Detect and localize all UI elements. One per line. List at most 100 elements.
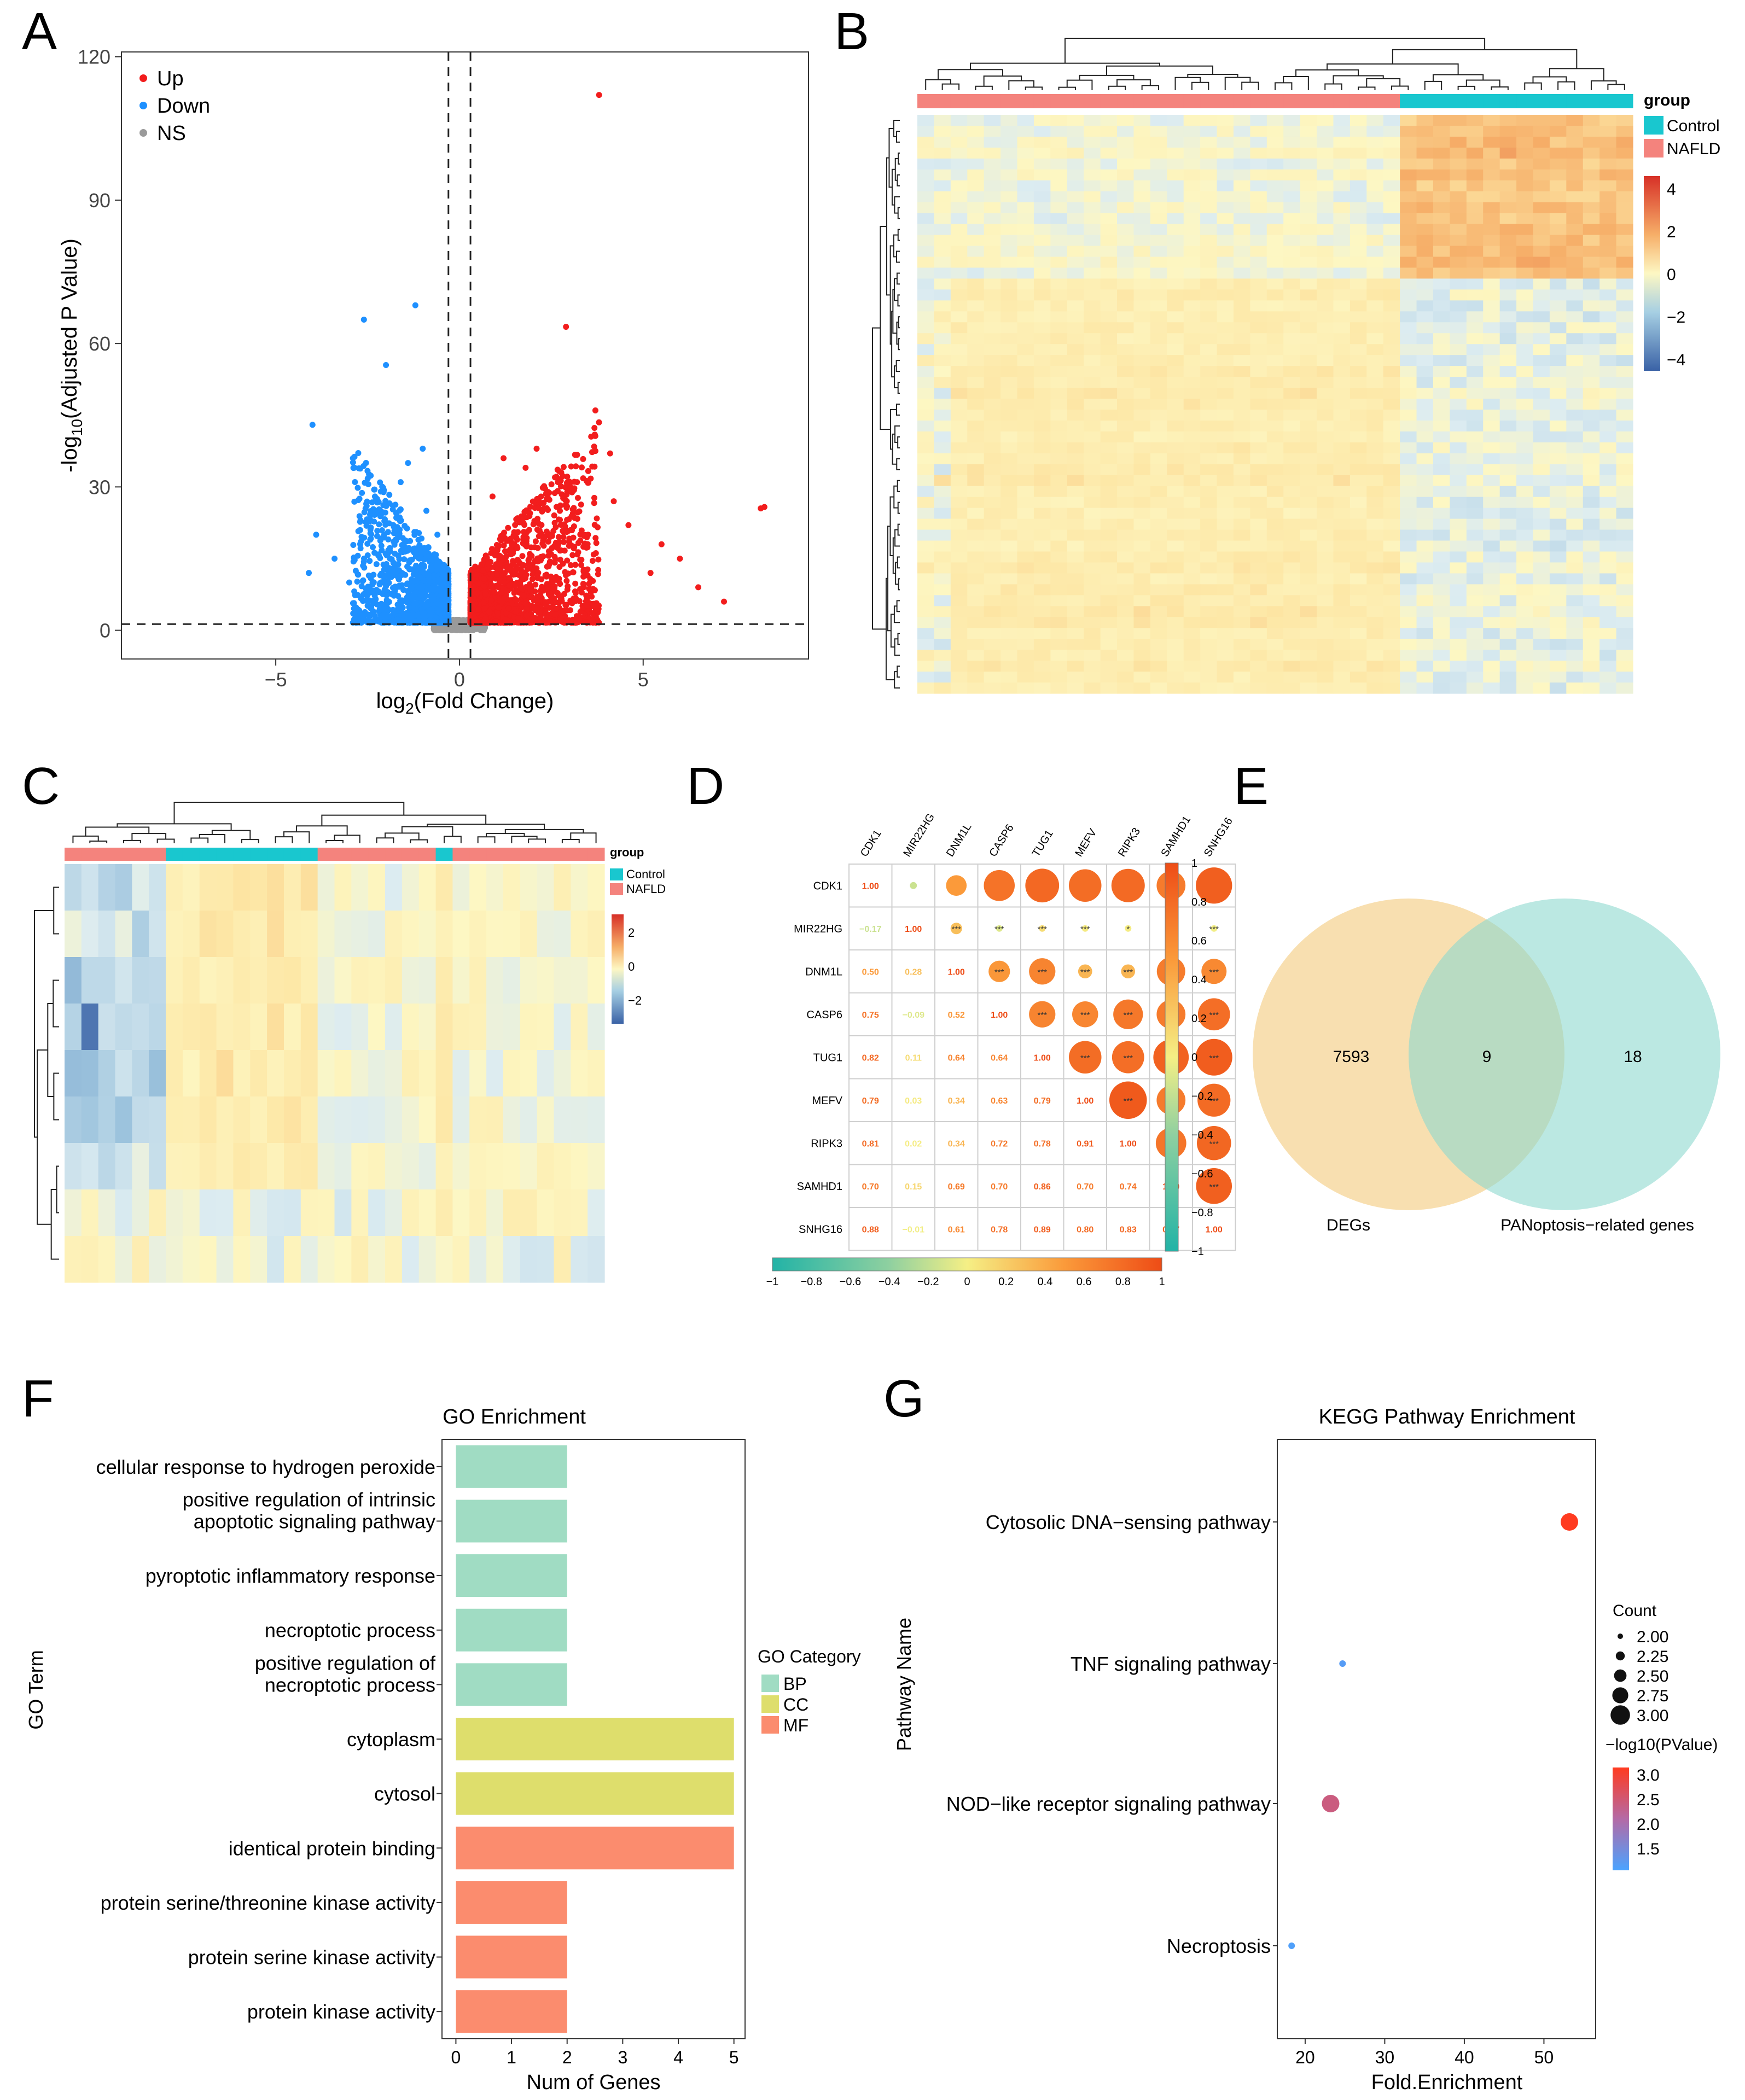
heatmap-cell [1150,169,1167,181]
heatmap-cell [1200,224,1218,236]
data-point [590,603,597,609]
heatmap-cell [1050,147,1068,159]
heatmap-cell [1516,213,1534,225]
heatmap-cell [1183,202,1201,214]
heatmap-cell [1133,235,1151,247]
dendrogram-branch [1424,80,1442,90]
heatmap-cell [1233,169,1250,181]
heatmap-cell [1483,180,1500,192]
heatmap-cell [1050,115,1068,126]
heatmap-cell [1001,115,1018,126]
data-point [721,598,728,605]
heatmap-cell [1150,267,1167,279]
heatmap-cell [1516,147,1534,159]
heatmap-cell [1416,202,1434,214]
heatmap-cell [1050,169,1068,181]
heatmap-cell [1067,202,1084,214]
data-point [588,433,595,440]
heatmap-cell [1483,235,1500,247]
heatmap-cell [1333,136,1351,148]
heatmap-cell [1499,191,1517,203]
heatmap-cell [1533,278,1550,290]
data-point [591,494,597,501]
heatmap-cell [1317,115,1334,126]
heatmap-cell [1067,256,1084,269]
data-point [427,612,434,619]
heatmap-cell [1133,147,1151,159]
y-axis-title: -log10(Adjusted P Value) [57,238,85,472]
heatmap-cell [1200,213,1218,225]
heatmap-cell [1350,267,1367,279]
heatmap-cell [1001,224,1018,236]
heatmap-cell [1050,267,1068,279]
data-point [352,479,358,485]
dendrogram-branch [1549,68,1604,81]
heatmap-cell [1450,267,1467,279]
data-point [536,520,542,527]
heatmap-cell [1516,158,1534,170]
heatmap-cell [1599,191,1617,203]
heatmap-cell [1366,224,1384,236]
heatmap-cell [1566,115,1584,126]
dendrogram-branch [898,338,900,351]
heatmap-cell [984,278,1001,290]
dendrogram-branch [893,234,898,258]
heatmap-cell [1150,158,1167,170]
group-annotation-cell [1067,94,1084,108]
heatmap-cell [1084,136,1101,148]
dendrogram-branch [1108,85,1126,90]
data-point [394,616,400,623]
heatmap-cell [917,125,935,137]
data-point [379,527,385,534]
dendrogram-branch [897,294,900,307]
data-point [521,509,528,515]
heatmap-cell [1566,246,1584,258]
heatmap-cell [1566,158,1584,170]
data-point [574,494,581,501]
group-annotation-cell [1167,94,1184,108]
dendrogram-branch [897,480,900,492]
group-annotation-cell [1533,94,1550,108]
heatmap-cell [1217,136,1234,148]
heatmap-cell [1183,191,1201,203]
heatmap-cell [950,246,968,258]
heatmap-cell [1150,136,1167,148]
heatmap-cell [1333,169,1351,181]
data-point [346,579,352,586]
heatmap-cell [1017,136,1034,148]
heatmap-cell [1084,202,1101,214]
data-point [351,555,357,561]
dendrogram-branch [941,83,960,90]
heatmap-cell [1266,246,1284,258]
data-point [397,479,404,486]
data-point [363,459,369,466]
heatmap-cell [1533,235,1550,247]
heatmap-cell [1183,246,1201,258]
legend-marker [139,129,147,137]
heatmap-cell [1167,136,1184,148]
data-point [552,576,559,582]
heatmap-cell [1217,180,1234,192]
data-point [501,455,507,462]
heatmap-cell [1483,224,1500,236]
data-point [572,590,579,597]
heatmap-cell [1100,125,1118,137]
data-point [390,559,397,566]
data-point [567,562,574,569]
dendrogram-branch [1327,63,1459,75]
heatmap-cell [1400,235,1417,247]
group-annotation-cell [1084,94,1101,108]
heatmap-cell [1200,158,1218,170]
heatmap-cell [1317,191,1334,203]
data-point [514,545,521,551]
heatmap-cell [1033,180,1051,192]
heatmap-cell [1117,202,1135,214]
data-point [539,485,546,491]
heatmap-cell [917,267,935,279]
heatmap-cell [1167,147,1184,159]
data-point [511,590,517,596]
heatmap-cell [1516,191,1534,203]
heatmap-cell [1400,246,1417,258]
heatmap-cell [1183,256,1201,269]
heatmap-cell [1366,246,1384,258]
